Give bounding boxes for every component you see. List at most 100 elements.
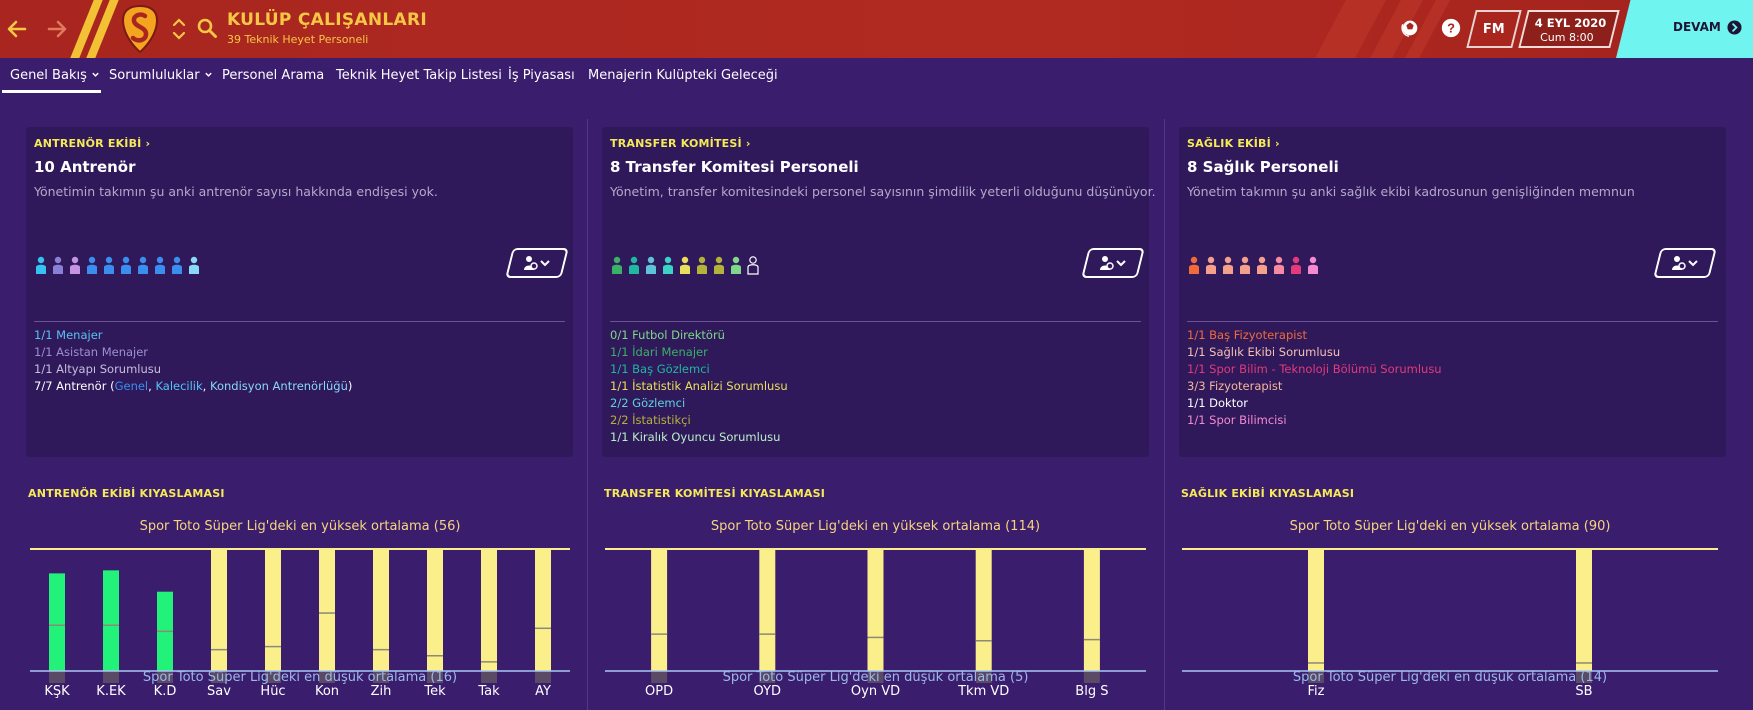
benchmark-heading: ANTRENÖR EKİBİ KIYASLAMASI [28, 487, 225, 500]
x-axis-label: K.EK [96, 684, 126, 699]
bar-stub [975, 671, 992, 683]
x-axis-label: KŞK [44, 684, 70, 699]
column-divider [587, 119, 588, 710]
club-crest-icon[interactable] [118, 4, 162, 54]
tab-menajerin-gelecegi[interactable]: Menajerin Kulüpteki Geleceği [588, 68, 778, 83]
tab-teknik-heyet-takip[interactable]: Teknik Heyet Takip Listesi [336, 68, 502, 83]
person-icon [1189, 256, 1199, 274]
person-icon [53, 256, 63, 274]
tab-label: Sorumluluklar [109, 68, 200, 83]
forward-arrow-icon[interactable] [42, 14, 72, 44]
benchmark-heading: SAĞLIK EKİBİ KIYASLAMASI [1181, 487, 1355, 500]
current-time: Cum 8:00 [1540, 31, 1594, 44]
help-icon[interactable]: ? [1439, 16, 1463, 40]
bar-Zih [373, 549, 389, 671]
person-icon [87, 256, 97, 274]
role-link-kalecilik[interactable]: Kalecilik [155, 379, 203, 393]
card-heading-link[interactable]: TRANSFER KOMİTESİ › [610, 137, 751, 150]
staff-people-icons [34, 256, 201, 276]
tab-sorumluluklar[interactable]: Sorumluluklar [109, 68, 213, 83]
tab-is-piyasasi[interactable]: İş Piyasası [508, 68, 575, 83]
role-link-genel[interactable]: Genel [114, 379, 149, 393]
staff-options-button[interactable] [505, 248, 569, 278]
person-icon [189, 256, 199, 274]
bar-stub [1083, 671, 1100, 683]
staff-options-button[interactable] [1081, 248, 1145, 278]
back-arrow-icon[interactable] [2, 14, 32, 44]
bar-stub [535, 671, 551, 683]
person-icon [1308, 256, 1318, 274]
person-icon [646, 256, 656, 274]
card-heading-link[interactable]: SAĞLIK EKİBİ › [1187, 137, 1280, 150]
bar-AY [535, 549, 551, 671]
column-divider [1164, 119, 1165, 710]
current-date: 4 EYL 2020 [1534, 16, 1607, 30]
person-icon [1291, 256, 1301, 274]
bar-stub [1308, 671, 1324, 683]
person-icon [1274, 256, 1284, 274]
person-icon [697, 256, 707, 274]
continue-label[interactable]: DEVAM [1673, 20, 1721, 34]
date-box[interactable]: 4 EYL 2020 Cum 8:00 [1518, 10, 1620, 48]
bar-stub [481, 671, 497, 683]
role-line: 2/2 Gözlemci [610, 396, 686, 410]
bar-Fiz [1308, 549, 1324, 671]
chevron-down-icon [92, 72, 99, 77]
role-line: 1/1 Asistan Menajer [34, 345, 149, 359]
role-line: 1/1 Altyapı Sorumlusu [34, 362, 162, 376]
bar-stub [49, 671, 65, 683]
person-icon [629, 256, 639, 274]
bar-OYD [759, 549, 776, 671]
chart-max-label: Spor Toto Süper Lig'deki en yüksek ortal… [1289, 519, 1611, 534]
bar-Kon [319, 549, 335, 671]
role-line: 1/1 İstatistik Analizi Sorumlusu [610, 379, 788, 393]
coaching-benchmark-chart: Spor Toto Süper Lig'deki en yüksek ortal… [30, 519, 570, 710]
role-line: 1/1 Menajer [34, 328, 103, 342]
x-axis-label: OYD [753, 684, 782, 699]
continue-arrow-icon[interactable] [1727, 20, 1742, 35]
medical-staff-card: SAĞLIK EKİBİ › 8 Sağlık Personeli Yöneti… [1179, 127, 1726, 457]
role-link-kondisyon[interactable]: Kondisyon Antrenörlüğü [209, 379, 348, 393]
chart-plot [1182, 548, 1718, 683]
bar-stub [211, 671, 227, 683]
role-line: 0/1 Futbol Direktörü [610, 328, 725, 342]
tab-personel-arama[interactable]: Personel Arama [222, 68, 325, 83]
bar-stub [265, 671, 281, 683]
search-icon[interactable] [196, 17, 218, 39]
person-icon [612, 256, 622, 274]
page-subtitle: 39 Teknik Heyet Personeli [227, 33, 369, 46]
role-line: 3/3 Fizyoterapist [1187, 379, 1283, 393]
bar-K.EK [103, 570, 119, 671]
card-separator [1187, 321, 1718, 322]
staff-options-button[interactable] [1653, 248, 1717, 278]
chevron-updown-icon[interactable] [172, 14, 186, 44]
person-icon [680, 256, 690, 274]
chart-min-label: Spor Toto Süper Lig'deki en düşük ortala… [1292, 670, 1608, 685]
x-axis-label: SB [1575, 684, 1593, 699]
bar-stub [373, 671, 389, 683]
role-line: 1/1 Spor Bilimcisi [1187, 413, 1287, 427]
bar-stub [651, 671, 668, 683]
x-axis-label: Fiz [1307, 684, 1325, 699]
x-axis-label: Hüc [260, 684, 286, 699]
globe-ball-icon[interactable] [1398, 16, 1422, 40]
card-heading-link[interactable]: ANTRENÖR EKİBİ › [34, 137, 151, 150]
role-line: 1/1 Spor Bilim - Teknoloji Bölümü Soruml… [1187, 362, 1442, 376]
svg-text:?: ? [1447, 21, 1455, 36]
benchmark-heading: TRANSFER KOMİTESİ KIYASLAMASI [604, 487, 825, 500]
x-axis-label: Kon [314, 684, 340, 699]
role-line-coaches: 7/7 Antrenör (Genel, Kalecilik, Kondisyo… [34, 379, 353, 393]
chart-max-label: Spor Toto Süper Lig'deki en yüksek ortal… [139, 519, 461, 534]
role-line: 1/1 Kiralık Oyuncu Sorumlusu [610, 430, 781, 444]
fm-label: FM [1483, 21, 1505, 37]
bar-stub [427, 671, 443, 683]
bar-Sav [211, 549, 227, 671]
x-axis-label: Zih [370, 684, 392, 699]
bar-Blg S [1083, 549, 1100, 671]
tab-genel-bakis[interactable]: Genel Bakış [10, 68, 100, 83]
bar-stub [157, 671, 173, 683]
x-axis-label: K.D [153, 684, 177, 699]
bar-Hüc [265, 549, 281, 671]
tab-label: Genel Bakış [10, 68, 87, 83]
fm-menu-button[interactable]: FM [1466, 10, 1522, 48]
